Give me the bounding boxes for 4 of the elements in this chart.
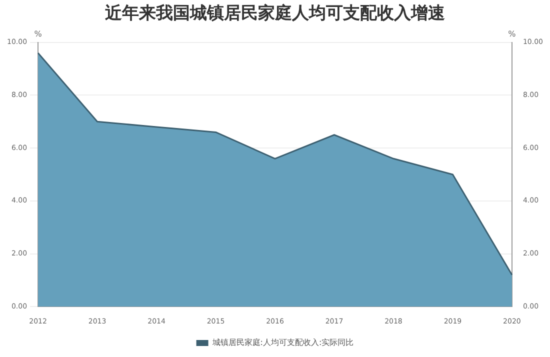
- y-axis-title: %: [34, 29, 42, 38]
- chart-title: 近年来我国城镇居民家庭人均可支配收入增速: [104, 4, 445, 24]
- legend-label: 城镇居民家庭:人均可支配收入:实际同比: [211, 338, 354, 348]
- y2-axis-title: %: [508, 29, 516, 38]
